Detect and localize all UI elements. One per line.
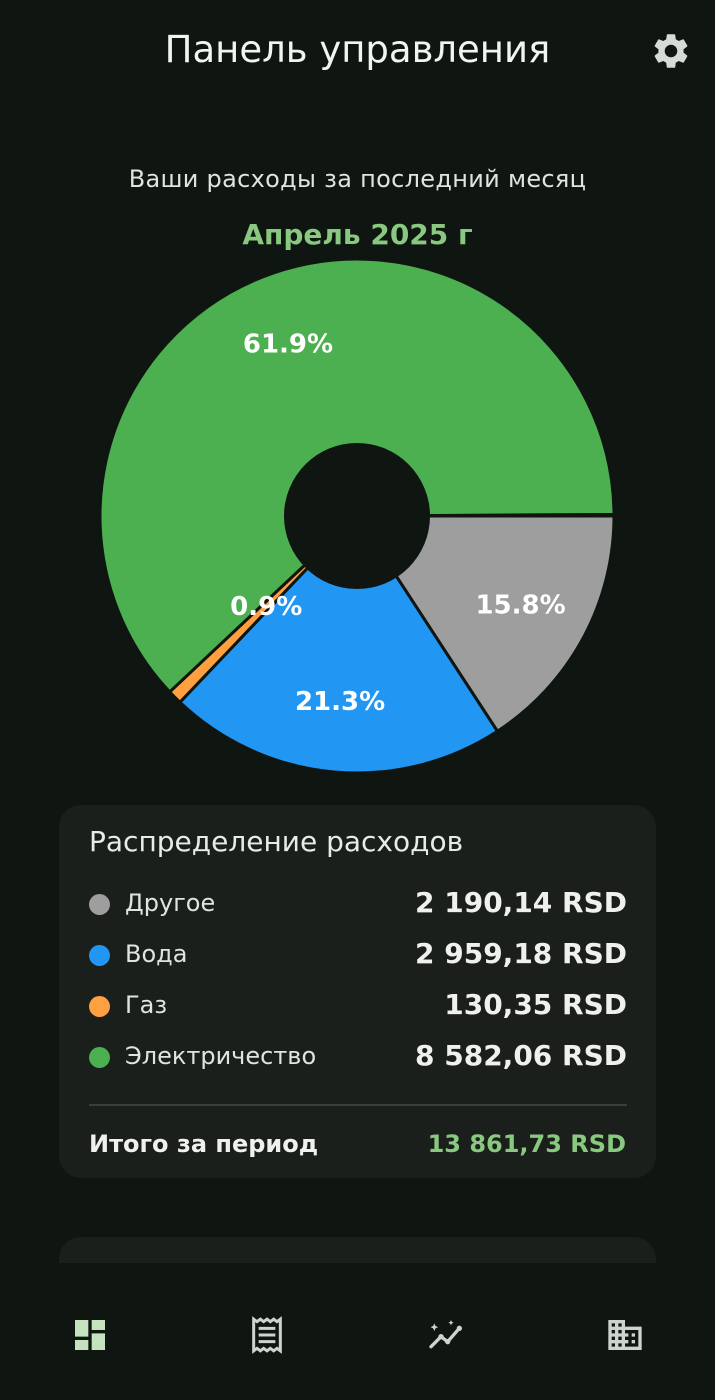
header: Панель управления	[0, 0, 715, 110]
label-water: 21.3%	[295, 687, 385, 717]
summary-month: Апрель 2025 г	[242, 218, 473, 251]
breakdown-row-electricity: Электричество 8 582,06 RSD	[89, 1039, 627, 1079]
label-other: 15.8%	[475, 591, 565, 621]
label-electricity: 61.9%	[243, 329, 333, 359]
breakdown-label: Вода	[125, 940, 188, 968]
breakdown-label: Электричество	[125, 1042, 317, 1070]
slice-other	[354, 514, 616, 734]
building-icon	[608, 1320, 642, 1350]
label-gas: 0.9%	[230, 592, 302, 622]
bottom-nav	[0, 1263, 715, 1400]
breakdown-row-gas: Газ 130,35 RSD	[89, 988, 627, 1028]
breakdown-card: Распределение расходов Другое 2 190,14 R…	[59, 805, 656, 1178]
breakdown-row-water: Вода 2 959,18 RSD	[89, 937, 627, 977]
dashboard-icon	[75, 1320, 105, 1350]
total-label: Итого за период	[89, 1130, 319, 1158]
slice-water	[177, 513, 500, 775]
page-title: Панель управления	[164, 28, 551, 71]
legend-dot-other	[89, 894, 110, 915]
breakdown-title: Распределение расходов	[89, 825, 464, 858]
nav-receipts[interactable]	[247, 1315, 287, 1355]
breakdown-value: 2 190,14 RSD	[415, 886, 627, 919]
total-value: 13 861,73 RSD	[427, 1130, 626, 1158]
nav-buildings[interactable]	[605, 1315, 645, 1355]
breakdown-label: Газ	[125, 991, 168, 1019]
breakdown-value: 8 582,06 RSD	[415, 1039, 627, 1072]
breakdown-value: 2 959,18 RSD	[415, 937, 627, 970]
breakdown-row-other: Другое 2 190,14 RSD	[89, 886, 627, 926]
legend-dot-water	[89, 945, 110, 966]
nav-analytics[interactable]	[426, 1315, 466, 1355]
summary-subtitle: Ваши расходы за последний месяц	[128, 165, 587, 193]
legend-dot-electricity	[89, 1047, 110, 1068]
analytics-icon	[429, 1320, 462, 1349]
gear-icon[interactable]	[650, 30, 692, 72]
legend-dot-gas	[89, 996, 110, 1017]
breakdown-divider	[89, 1104, 627, 1106]
breakdown-value: 130,35 RSD	[444, 988, 627, 1021]
secondary-card	[59, 1237, 656, 1263]
nav-dashboard[interactable]	[70, 1315, 110, 1355]
expense-pie-chart: 15.8% 21.3% 0.9% 61.9%	[0, 250, 715, 790]
breakdown-label: Другое	[125, 889, 216, 917]
donut-hole	[284, 443, 430, 589]
receipt-icon	[252, 1316, 282, 1354]
